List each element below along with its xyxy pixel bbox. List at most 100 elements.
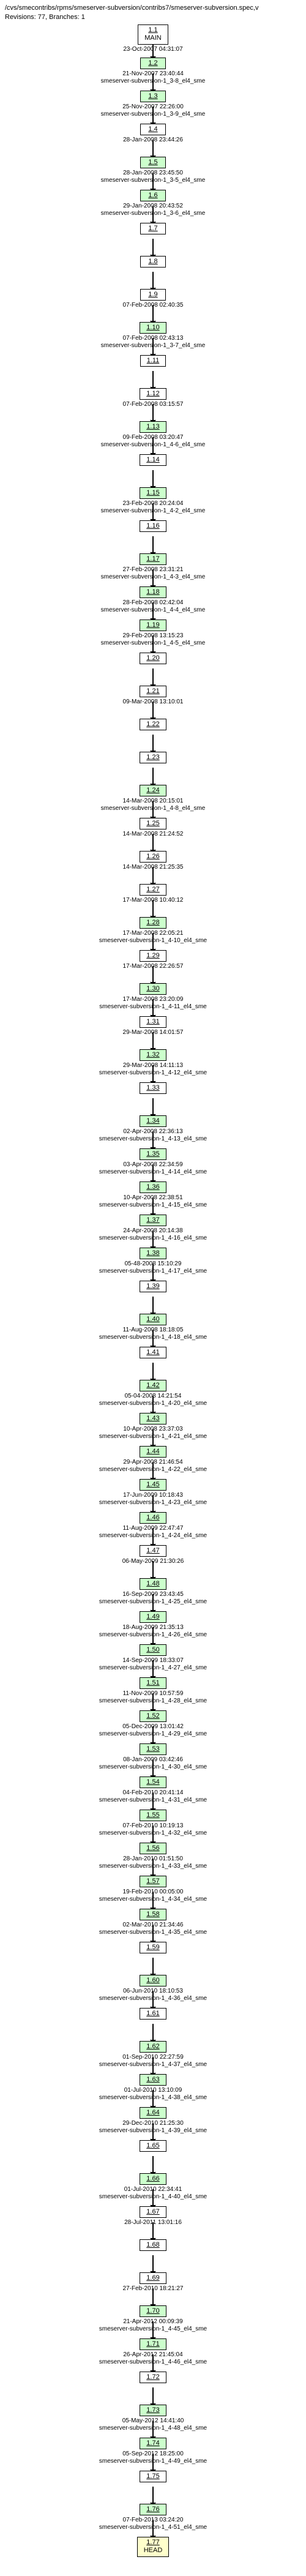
revision-box[interactable]: 1.26 [140,851,166,863]
revision-box[interactable]: 1.11 [140,355,166,367]
revision-number[interactable]: 1.76 [146,2506,159,2514]
revision-box[interactable]: 1.53 [140,1743,166,1755]
revision-number[interactable]: 1.63 [146,2076,159,2084]
revision-number[interactable]: 1.71 [146,2340,159,2348]
revision-number[interactable]: 1.29 [146,952,159,960]
revision-box[interactable]: 1.51 [140,1677,166,1689]
revision-box[interactable]: 1.66 [140,2173,166,2185]
revision-number[interactable]: 1.61 [146,2010,159,2018]
revision-number[interactable]: 1.10 [146,324,159,332]
revision-number[interactable]: 1.6 [147,192,159,200]
revision-number[interactable]: 1.40 [146,1316,159,1324]
revision-number[interactable]: 1.54 [146,1778,159,1786]
revision-box[interactable]: 1.36 [140,1181,166,1193]
revision-number[interactable]: 1.4 [147,125,159,133]
revision-box[interactable]: 1.42 [140,1380,166,1391]
revision-box[interactable]: 1.4 [140,124,166,135]
revision-number[interactable]: 1.30 [146,985,159,993]
revision-box[interactable]: 1.65 [140,2140,166,2152]
revision-number[interactable]: 1.34 [146,1117,159,1125]
revision-number[interactable]: 1.51 [146,1679,159,1687]
revision-number[interactable]: 1.33 [146,1084,159,1092]
revision-number[interactable]: 1.74 [146,2439,159,2447]
revision-box[interactable]: 1.50 [140,1644,166,1656]
revision-box[interactable]: 1.62 [140,2041,166,2053]
revision-number[interactable]: 1.38 [146,1249,159,1257]
revision-box[interactable]: 1.17 [140,553,166,565]
revision-box[interactable]: 1.12 [140,388,166,400]
revision-box[interactable]: 1.73 [140,2405,166,2416]
revision-number[interactable]: 1.60 [146,1977,159,1985]
revision-box[interactable]: 1.27 [140,884,166,896]
revision-number[interactable]: 1.64 [146,2109,159,2117]
revision-box[interactable]: 1.1MAIN [138,24,168,44]
revision-box[interactable]: 1.37 [140,1215,166,1226]
revision-box[interactable]: 1.64 [140,2107,166,2119]
revision-box[interactable]: 1.39 [140,1281,166,1292]
revision-box[interactable]: 1.15 [140,487,166,499]
revision-box[interactable]: 1.67 [140,2206,166,2218]
revision-number[interactable]: 1.39 [146,1282,159,1290]
revision-box[interactable]: 1.41 [140,1347,166,1358]
revision-box[interactable]: 1.23 [140,752,166,763]
revision-box[interactable]: 1.22 [140,719,166,730]
revision-box[interactable]: 1.60 [140,1975,166,1986]
revision-number[interactable]: 1.49 [146,1613,159,1621]
revision-box[interactable]: 1.40 [140,1314,166,1325]
revision-number[interactable]: 1.1 [144,26,162,34]
revision-box[interactable]: 1.7 [140,223,166,234]
revision-box[interactable]: 1.71 [140,2338,166,2350]
revision-number[interactable]: 1.75 [146,2473,159,2481]
revision-box[interactable]: 1.74 [140,2438,166,2449]
revision-box[interactable]: 1.20 [140,653,166,664]
revision-box[interactable]: 1.48 [140,1578,166,1590]
revision-number[interactable]: 1.37 [146,1216,159,1224]
revision-number[interactable]: 1.3 [147,92,159,100]
revision-box[interactable]: 1.47 [140,1545,166,1557]
revision-number[interactable]: 1.67 [146,2208,159,2216]
revision-number[interactable]: 1.70 [146,2307,159,2315]
revision-box[interactable]: 1.59 [140,1942,166,1953]
revision-number[interactable]: 1.77 [144,2539,163,2547]
revision-number[interactable]: 1.14 [146,456,159,464]
revision-number[interactable]: 1.66 [146,2175,159,2183]
revision-number[interactable]: 1.5 [147,159,159,167]
revision-box[interactable]: 1.35 [140,1148,166,1160]
revision-box[interactable]: 1.32 [140,1049,166,1061]
revision-box[interactable]: 1.54 [140,1777,166,1788]
revision-number[interactable]: 1.58 [146,1911,159,1919]
revision-box[interactable]: 1.44 [140,1446,166,1458]
revision-box[interactable]: 1.28 [140,917,166,929]
revision-box[interactable]: 1.38 [140,1248,166,1259]
revision-number[interactable]: 1.28 [146,919,159,927]
revision-box[interactable]: 1.16 [140,520,166,532]
revision-box[interactable]: 1.19 [140,620,166,631]
revision-box[interactable]: 1.61 [140,2008,166,2020]
revision-number[interactable]: 1.2 [147,59,159,67]
revision-box[interactable]: 1.2 [140,58,166,69]
revision-box[interactable]: 1.25 [140,818,166,829]
revision-box[interactable]: 1.3 [140,91,166,102]
revision-number[interactable]: 1.68 [146,2241,159,2249]
revision-box[interactable]: 1.30 [140,983,166,995]
revision-number[interactable]: 1.55 [146,1811,159,1819]
revision-number[interactable]: 1.72 [146,2373,159,2381]
revision-number[interactable]: 1.18 [146,588,159,596]
revision-number[interactable]: 1.59 [146,1944,159,1952]
revision-box[interactable]: 1.18 [140,586,166,598]
revision-number[interactable]: 1.53 [146,1745,159,1753]
revision-box[interactable]: 1.52 [140,1710,166,1722]
revision-number[interactable]: 1.25 [146,820,159,828]
revision-number[interactable]: 1.50 [146,1646,159,1654]
revision-number[interactable]: 1.19 [146,621,159,629]
revision-box[interactable]: 1.58 [140,1909,166,1920]
revision-number[interactable]: 1.45 [146,1481,159,1489]
revision-number[interactable]: 1.17 [146,555,159,563]
revision-number[interactable]: 1.27 [146,886,159,894]
revision-box[interactable]: 1.10 [140,322,166,334]
revision-box[interactable]: 1.75 [140,2471,166,2482]
revision-box[interactable]: 1.55 [140,1810,166,1821]
revision-box[interactable]: 1.56 [140,1843,166,1854]
revision-number[interactable]: 1.57 [146,1878,159,1885]
revision-box[interactable]: 1.21 [140,686,166,697]
